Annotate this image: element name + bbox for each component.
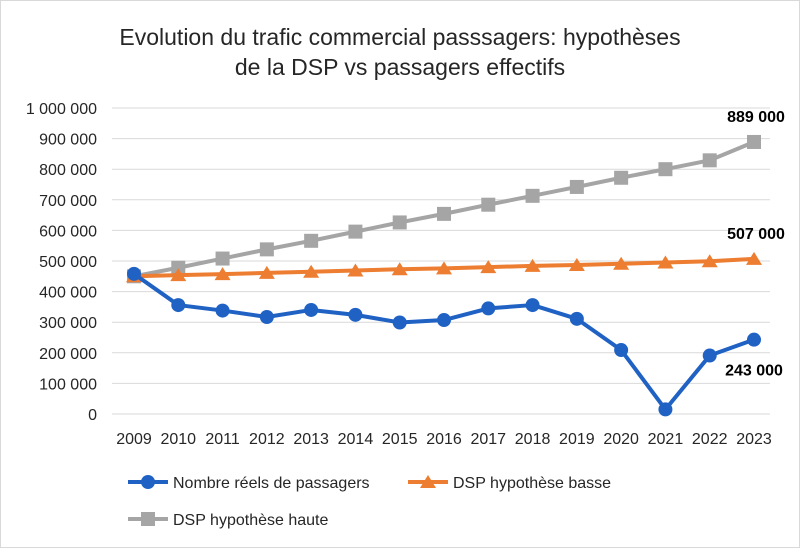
x-tick-label: 2019 bbox=[559, 431, 595, 448]
point-dsp-hypothese-haute bbox=[348, 224, 363, 239]
legend-label-nombre-reels-de-passagers: Nombre réels de passagers bbox=[173, 475, 370, 492]
point-nombre-reels-de-passagers bbox=[171, 298, 186, 313]
chart-title-line-1: Evolution du trafic commercial passsager… bbox=[119, 24, 681, 50]
point-nombre-reels-de-passagers bbox=[747, 332, 761, 347]
x-tick-label: 2011 bbox=[205, 431, 240, 448]
data-labels: 889 000 507 000 243 000 bbox=[725, 109, 785, 380]
point-nombre-reels-de-passagers bbox=[481, 301, 496, 316]
point-dsp-hypothese-haute bbox=[747, 134, 761, 149]
chart-title-line-2: de la DSP vs passagers effectifs bbox=[234, 54, 566, 80]
y-tick-label: 200 000 bbox=[39, 346, 97, 363]
point-dsp-hypothese-haute bbox=[569, 179, 584, 194]
point-dsp-hypothese-basse bbox=[391, 262, 408, 276]
point-dsp-hypothese-haute bbox=[392, 215, 407, 230]
y-tick-label: 0 bbox=[88, 407, 97, 424]
y-tick-label: 800 000 bbox=[39, 162, 97, 179]
series-nombre-reels-de-passagers bbox=[127, 266, 761, 417]
point-nombre-reels-de-passagers bbox=[215, 303, 230, 318]
point-nombre-reels-de-passagers bbox=[614, 343, 629, 358]
point-dsp-hypothese-basse bbox=[613, 256, 630, 270]
x-tick-label: 2015 bbox=[382, 431, 418, 448]
y-tick-label: 1 000 000 bbox=[26, 101, 97, 118]
point-dsp-hypothese-basse bbox=[436, 261, 452, 275]
point-nombre-reels-de-passagers bbox=[658, 402, 673, 417]
point-dsp-hypothese-basse bbox=[258, 265, 275, 279]
legend-marker-dsp-hypothese-haute bbox=[141, 512, 155, 526]
legend-marker-dsp-hypothese-basse bbox=[420, 475, 436, 488]
x-tick-label: 2022 bbox=[692, 431, 728, 448]
point-nombre-reels-de-passagers bbox=[392, 315, 407, 330]
chart-title: Evolution du trafic commercial passsager… bbox=[0, 22, 800, 82]
series-group bbox=[126, 134, 762, 417]
point-nombre-reels-de-passagers bbox=[702, 348, 717, 363]
point-nombre-reels-de-passagers bbox=[127, 266, 141, 281]
legend-item-dsp-hypothese-basse: DSP hypothèse basse bbox=[408, 475, 611, 492]
point-dsp-hypothese-basse bbox=[746, 251, 762, 265]
point-dsp-hypothese-haute bbox=[171, 260, 186, 275]
x-tick-label: 2023 bbox=[736, 431, 772, 448]
point-dsp-hypothese-basse bbox=[303, 264, 320, 278]
x-tick-label: 2009 bbox=[116, 431, 152, 448]
point-dsp-hypothese-basse bbox=[347, 263, 364, 277]
y-tick-label: 900 000 bbox=[39, 132, 97, 149]
x-tick-label: 2014 bbox=[338, 431, 374, 448]
point-dsp-hypothese-basse bbox=[214, 267, 231, 281]
point-dsp-hypothese-haute bbox=[215, 251, 230, 266]
data-label-dsp-hypothese-haute: 889 000 bbox=[727, 109, 785, 126]
x-tick-label: 2018 bbox=[515, 431, 551, 448]
point-dsp-hypothese-basse bbox=[568, 257, 585, 271]
legend-marker-nombre-reels-de-passagers bbox=[141, 475, 155, 489]
y-tick-label: 500 000 bbox=[39, 254, 97, 271]
point-nombre-reels-de-passagers bbox=[569, 311, 584, 326]
x-tick-label: 2010 bbox=[160, 431, 196, 448]
point-dsp-hypothese-haute bbox=[437, 206, 451, 221]
x-tick-label: 2020 bbox=[603, 431, 639, 448]
x-tick-label: 2013 bbox=[293, 431, 329, 448]
legend: Nombre réels de passagers DSP hypothèse b… bbox=[128, 475, 611, 529]
point-dsp-hypothese-haute bbox=[304, 233, 319, 248]
x-tick-label: 2021 bbox=[648, 431, 684, 448]
point-dsp-hypothese-haute bbox=[702, 153, 717, 168]
legend-label-dsp-hypothese-haute: DSP hypothèse haute bbox=[173, 512, 328, 529]
x-tick-label: 2016 bbox=[426, 431, 462, 448]
series-line-nombre-reels-de-passagers bbox=[132, 272, 755, 412]
point-nombre-reels-de-passagers bbox=[304, 302, 319, 317]
y-tick-label: 300 000 bbox=[39, 315, 97, 332]
point-dsp-hypothese-basse bbox=[524, 258, 541, 272]
legend-item-dsp-hypothese-haute: DSP hypothèse haute bbox=[128, 512, 328, 529]
x-tick-label: 2017 bbox=[470, 431, 506, 448]
point-dsp-hypothese-basse bbox=[701, 254, 718, 268]
point-nombre-reels-de-passagers bbox=[259, 309, 274, 324]
point-dsp-hypothese-basse bbox=[480, 260, 497, 274]
point-nombre-reels-de-passagers bbox=[437, 313, 451, 328]
legend-label-dsp-hypothese-basse: DSP hypothèse basse bbox=[453, 475, 611, 492]
series-dsp-hypothese-basse bbox=[126, 251, 762, 283]
x-axis-tick-labels: 2009 2010 2011 2012 2013 2014 2015 2016 2017 2018… bbox=[116, 431, 772, 448]
x-tick-label: 2012 bbox=[249, 431, 285, 448]
point-dsp-hypothese-haute bbox=[658, 162, 673, 177]
y-tick-label: 400 000 bbox=[39, 285, 97, 302]
legend-item-nombre-reels-de-passagers: Nombre réels de passagers bbox=[128, 475, 370, 492]
point-dsp-hypothese-haute bbox=[481, 197, 496, 212]
point-dsp-hypothese-basse bbox=[657, 255, 674, 269]
y-tick-label: 600 000 bbox=[39, 223, 97, 240]
point-dsp-hypothese-basse bbox=[170, 268, 187, 282]
y-axis-tick-labels: 0 100 000 200 000 300 000 400 000 500 000 600 … bbox=[26, 101, 97, 424]
data-label-nombre-reels-de-passagers: 243 000 bbox=[725, 363, 783, 380]
point-dsp-hypothese-haute bbox=[259, 242, 274, 257]
data-label-dsp-hypothese-basse: 507 000 bbox=[727, 226, 785, 243]
point-dsp-hypothese-haute bbox=[614, 170, 629, 185]
point-nombre-reels-de-passagers bbox=[348, 307, 363, 322]
point-nombre-reels-de-passagers bbox=[525, 298, 540, 313]
y-tick-label: 100 000 bbox=[39, 376, 97, 393]
y-tick-label: 700 000 bbox=[39, 193, 97, 210]
point-dsp-hypothese-haute bbox=[525, 188, 540, 203]
